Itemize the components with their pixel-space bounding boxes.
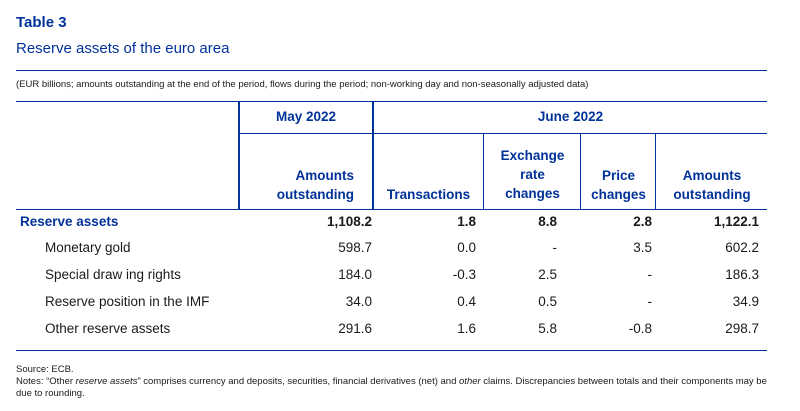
source-note: Source: ECB. <box>16 364 74 375</box>
col-transactions-line1: Transactions <box>386 187 471 202</box>
row-label: Other reserve assets <box>45 321 171 336</box>
col-exchange-rate: Exchange rate changes <box>485 146 580 203</box>
header-top-line <box>16 101 767 102</box>
col-amounts-june: Amounts outstanding <box>657 166 767 204</box>
period-may: May 2022 <box>275 109 337 124</box>
cell-exchange: 2.5 <box>538 267 557 282</box>
table-subtitle: Reserve assets of the euro area <box>16 40 230 57</box>
cell-transactions: -0.3 <box>452 267 476 282</box>
cell-price: - <box>647 267 653 282</box>
row-label: Monetary gold <box>45 240 131 255</box>
top-rule <box>16 70 767 71</box>
cell-transactions: 0.4 <box>457 294 476 309</box>
cell-may-amount: 598.7 <box>338 240 372 255</box>
row-label: Reserve position in the IMF <box>45 294 210 309</box>
col-price-line2: changes <box>591 187 646 202</box>
units-note: (EUR billions; amounts outstanding at th… <box>16 79 589 90</box>
notes-part-2: ” comprises currency and deposits, secur… <box>137 376 460 387</box>
table-row-other-reserve-assets: Other reserve assets 291.6 1.6 5.8 -0.8 … <box>16 318 767 340</box>
cell-transactions: 1.6 <box>457 321 476 336</box>
cell-transactions: 1.8 <box>457 214 476 229</box>
cell-exchange: 5.8 <box>538 321 557 336</box>
col-amounts-may: Amounts outstanding <box>240 166 354 204</box>
cell-june-amount: 602.2 <box>725 240 759 255</box>
col-exchange-line1: Exchange <box>500 148 565 163</box>
cell-exchange: 0.5 <box>538 294 557 309</box>
cell-may-amount: 34.0 <box>345 294 372 309</box>
col-transactions: Transactions <box>374 185 483 204</box>
notes: Notes: “Other reserve assets” comprises … <box>16 376 776 399</box>
cell-june-amount: 34.9 <box>732 294 759 309</box>
table-title: Table 3 <box>16 14 67 31</box>
divider-col3 <box>483 133 484 209</box>
row-label: Reserve assets <box>20 214 119 229</box>
row-label: Special draw ing rights <box>45 267 181 282</box>
header-bottom-line <box>16 209 767 210</box>
cell-price: -0.8 <box>628 321 652 336</box>
col-exchange-line2: rate <box>520 167 545 182</box>
col-exchange-line3: changes <box>505 186 560 201</box>
cell-transactions: 0.0 <box>457 240 476 255</box>
cell-may-amount: 1,108.2 <box>326 214 372 229</box>
cell-price: 2.8 <box>633 214 652 229</box>
divider-col4 <box>580 133 581 209</box>
notes-part-3: claims. Discrepancies between totals and… <box>16 376 767 399</box>
period-june: June 2022 <box>537 109 604 124</box>
table-row-special-drawing-rights: Special draw ing rights 184.0 -0.3 2.5 -… <box>16 264 767 286</box>
table-row-reserve-assets: Reserve assets 1,108.2 1.8 8.8 2.8 1,122… <box>16 211 767 233</box>
notes-italic-2: other <box>459 376 481 387</box>
table-row-monetary-gold: Monetary gold 598.7 0.0 - 3.5 602.2 <box>16 237 767 259</box>
col-amounts-may-line1: Amounts <box>295 168 355 183</box>
cell-may-amount: 184.0 <box>338 267 372 282</box>
divider-col5 <box>655 133 656 209</box>
table-bottom-line <box>16 350 767 351</box>
cell-june-amount: 1,122.1 <box>713 214 759 229</box>
divider-right <box>372 101 374 209</box>
cell-may-amount: 291.6 <box>338 321 372 336</box>
cell-june-amount: 298.7 <box>725 321 759 336</box>
table-row-reserve-position-imf: Reserve position in the IMF 34.0 0.4 0.5… <box>16 291 767 313</box>
col-price-line1: Price <box>601 168 636 183</box>
col-amounts-may-line2: outstanding <box>276 187 354 202</box>
cell-price: - <box>647 294 653 309</box>
notes-italic-1: reserve assets <box>75 376 138 387</box>
cell-price: 3.5 <box>633 240 652 255</box>
divider-left <box>238 101 240 209</box>
col-amounts-june-line2: outstanding <box>673 187 751 202</box>
col-price-changes: Price changes <box>582 166 655 204</box>
col-amounts-june-line1: Amounts <box>682 168 742 183</box>
notes-part-1: Notes: “Other <box>16 376 76 387</box>
header-mid-line <box>238 133 767 134</box>
cell-june-amount: 186.3 <box>725 267 759 282</box>
cell-exchange: - <box>552 240 558 255</box>
cell-exchange: 8.8 <box>538 214 557 229</box>
